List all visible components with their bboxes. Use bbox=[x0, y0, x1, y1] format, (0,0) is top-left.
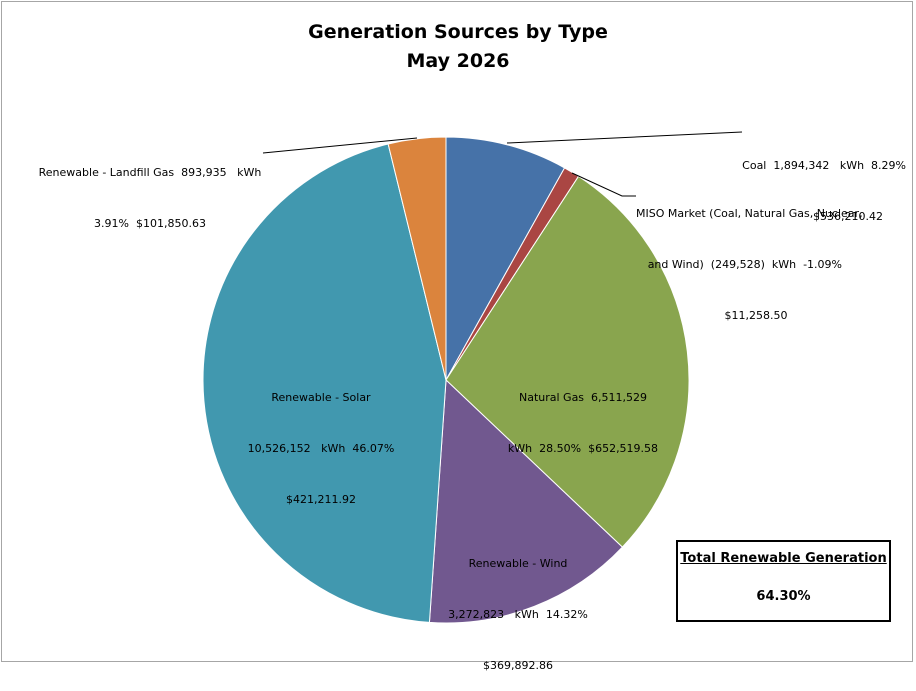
label-landfill-line2: 3.91% $101,850.63 bbox=[94, 217, 206, 230]
label-landfill-line1: Renewable - Landfill Gas 893,935 kWh bbox=[38, 166, 262, 179]
label-solar: Renewable - Solar 10,526,152 kWh 46.07% … bbox=[236, 355, 406, 525]
leader-line-landfill bbox=[262, 137, 418, 154]
chart-subtitle-line: May 2026 bbox=[406, 50, 510, 72]
label-solar-line2: 10,526,152 kWh 46.07% bbox=[247, 442, 395, 455]
label-wind-line3: $369,892.86 bbox=[483, 659, 553, 672]
pie-chart bbox=[202, 131, 743, 624]
leader-line-miso bbox=[571, 172, 636, 197]
label-natural-gas-line1: Natural Gas 6,511,529 bbox=[518, 391, 648, 404]
slice-coal bbox=[445, 136, 566, 382]
label-natural-gas-line2: kWh 28.50% $652,519.58 bbox=[507, 442, 659, 455]
total-renewable-label: Total Renewable Generation bbox=[680, 551, 887, 566]
slice-renewable-wind bbox=[428, 378, 624, 624]
chart-title: Generation Sources by Type May 2026 bbox=[0, 18, 916, 76]
label-wind-line1: Renewable - Wind bbox=[468, 557, 568, 570]
label-wind-line2: 3,272,823 kWh 14.32% bbox=[448, 608, 588, 621]
label-miso-line3: $11,258.50 bbox=[724, 309, 788, 322]
label-landfill: Renewable - Landfill Gas 893,935 kWh 3.9… bbox=[34, 130, 266, 249]
label-miso-line1: MISO Market (Coal, Natural Gas, Nuclear, bbox=[636, 207, 863, 220]
label-coal: Coal 1,894,342 kWh 8.29% $536,210.42 bbox=[710, 123, 906, 242]
slice-renewable-landfill-gas bbox=[387, 136, 447, 381]
leader-line-coal bbox=[506, 131, 743, 144]
label-coal-line1: Coal 1,894,342 kWh 8.29% bbox=[742, 159, 906, 172]
label-miso-line2: and Wind) (249,528) kWh -1.09% bbox=[647, 258, 842, 271]
chart-title-line: Generation Sources by Type bbox=[308, 21, 608, 43]
label-coal-line2: $536,210.42 bbox=[813, 210, 883, 223]
label-solar-line3: $421,211.92 bbox=[286, 493, 356, 506]
label-miso: MISO Market (Coal, Natural Gas, Nuclear,… bbox=[636, 171, 863, 341]
label-natural-gas: Natural Gas 6,511,529 kWh 28.50% $652,51… bbox=[488, 355, 678, 474]
slice-renewable-solar bbox=[202, 143, 447, 623]
label-solar-line1: Renewable - Solar bbox=[271, 391, 371, 404]
total-renewable-value: 64.30% bbox=[756, 589, 811, 604]
label-wind: Renewable - Wind 3,272,823 kWh 14.32% $3… bbox=[425, 521, 611, 691]
slice-natural-gas bbox=[445, 175, 690, 548]
total-renewable-box: Total Renewable Generation 64.30% bbox=[676, 540, 891, 622]
